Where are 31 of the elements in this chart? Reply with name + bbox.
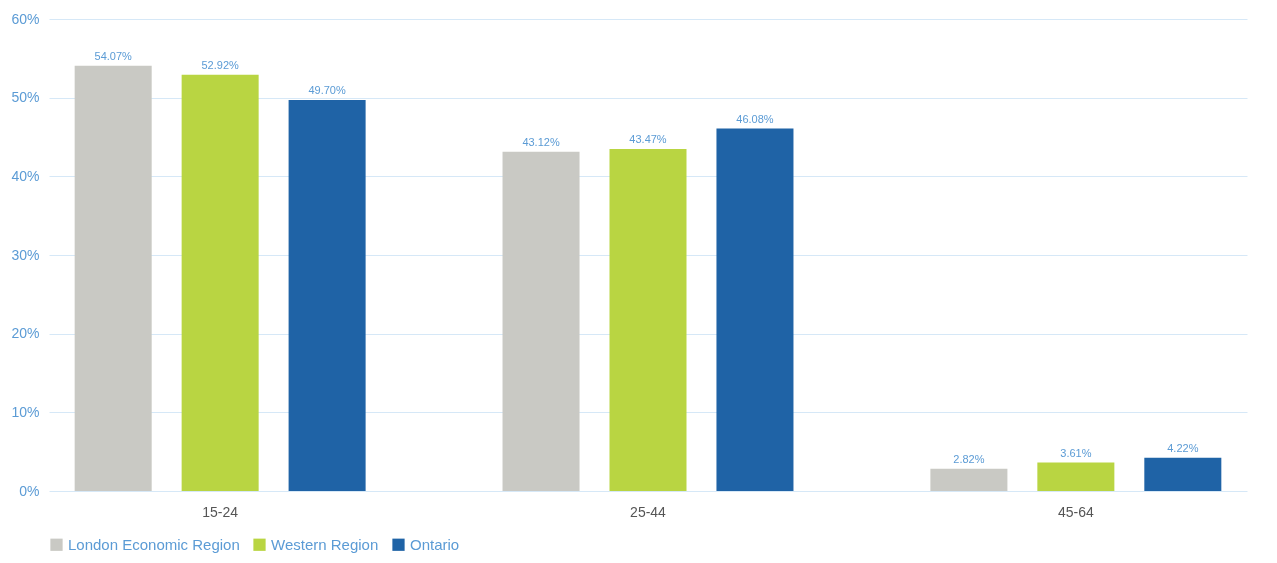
data-label: 4.22% [1167,441,1199,454]
x-tick-label: 45-64 [1057,503,1094,520]
data-label: 46.08% [736,112,774,125]
data-label: 49.70% [308,84,346,97]
data-label: 43.47% [629,133,667,146]
y-tick-label: 60% [11,10,40,27]
data-label: 43.12% [522,135,560,148]
y-tick-label: 0% [19,482,40,499]
y-tick-label: 50% [11,89,40,106]
data-label: 52.92% [201,58,240,71]
bar [716,128,794,491]
x-tick-label: 25-44 [630,503,667,520]
data-label: 2.82% [953,452,985,465]
data-label: 54.07% [94,49,133,62]
legend-label: Western Region [271,535,379,553]
legend-label: London Economic Region [68,535,240,553]
y-tick-label: 40% [11,167,40,184]
bar [1037,462,1115,491]
bar [502,151,580,491]
bar [930,468,1008,491]
y-tick-label: 30% [11,246,40,263]
legend-label: Ontario [410,535,460,553]
y-tick-label: 20% [11,325,40,342]
bar [288,100,366,491]
bar [74,65,152,491]
data-label: 3.61% [1060,446,1092,459]
y-tick-label: 10% [11,403,40,420]
bar [181,74,259,491]
bar [609,149,687,491]
bar [1144,457,1222,491]
x-tick-label: 15-24 [202,503,239,520]
